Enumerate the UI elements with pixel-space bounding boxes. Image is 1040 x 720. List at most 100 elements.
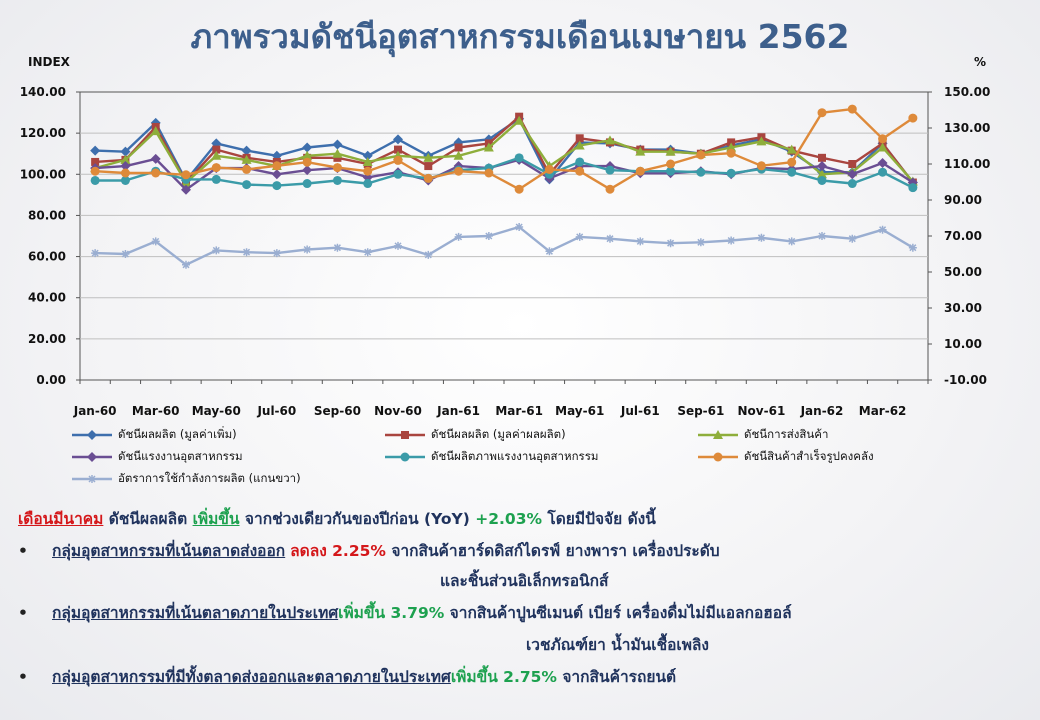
data-point-mpi_gross_output [848,160,857,168]
y-right-tick-label: 110.00 [944,157,990,171]
data-point-labor_productivity [666,166,676,176]
data-point-shipment [423,152,434,162]
legend-item-inventory: ดัชนีสินค้าสำเร็จรูปคงคลัง [698,448,874,466]
data-point-mpi_gross_output [333,153,342,162]
bullet-3: • กลุ่มอุตสาหกรรมที่มีทั้งตลาดส่งออกและตล… [18,668,677,686]
data-point-capacity_utilization [91,249,100,258]
data-point-inventory [605,184,615,194]
bullet-2-detail2: เวชภัณฑ์ยา น้ำมันเชื้อเพลิง [526,636,709,654]
legend-label: ดัชนีผลผลิต (มูลค่าเพิ่ม) [118,427,237,441]
data-point-inventory [242,164,252,174]
series-line-inventory [95,107,914,191]
y-left-tick-label: 0.00 [36,373,66,387]
y-left-tick-label: 140.00 [20,85,66,99]
data-point-mpi_gross_output [424,162,433,171]
data-point-labor_productivity [817,175,827,185]
data-point-mpi_gross_output [454,143,463,152]
data-point-labor_productivity [272,181,282,191]
bullet-1: • กลุ่มอุตสาหกรรมที่เน้นตลาดส่งออก ลดลง 2… [18,542,720,560]
legend-swatch [72,475,112,483]
data-point-inventory [726,148,736,158]
data-point-shipment [726,142,737,152]
slide-title: ภาพรวมดัชนีอุตสาหกรรมเดือนเมษายน 2562 [190,17,850,56]
data-point-capacity_utilization [394,241,402,250]
data-point-inventory [454,166,464,176]
series-line-shipment [94,119,914,184]
data-point-shipment [453,150,464,160]
data-point-inventory [635,166,645,176]
intro-text1: ดัชนีผลผลิต [103,510,193,528]
data-point-shipment [605,135,615,145]
bullet-1-detail2: และชิ้นส่วนอิเล็กทรอนิกส์ [440,572,609,590]
bullet-3-detail: จากสินค้ารถยนต์ [556,668,677,686]
data-point-shipment [332,148,343,158]
legend-swatch [385,431,425,439]
data-point-inventory [908,113,918,123]
data-point-inventory [878,134,888,144]
data-point-shipment [211,150,222,160]
legend-item-mpi_gross_output: ดัชนีผลผลิต (มูลค่าผลผลิต) [385,426,566,444]
data-point-labor [271,169,282,180]
x-tick-label: Nov-60 [374,404,422,418]
data-point-capacity_utilization [242,248,251,257]
data-point-inventory [787,157,797,167]
data-point-capacity_utilization [303,245,312,254]
legend-label: ดัชนีผลิตภาพแรงงานอุตสาหกรรม [431,449,599,463]
data-point-capacity_utilization [727,236,736,245]
series-line-mpi_gross_output [95,115,914,184]
data-point-mpi_gross_output [212,145,221,154]
legend-swatch [72,430,112,440]
data-point-labor_productivity [211,174,221,184]
data-point-labor_productivity [696,167,706,177]
x-tick-label: Jan-61 [436,404,480,418]
data-point-inventory [120,168,130,178]
x-tick-label: Jan-60 [73,404,117,418]
bullet-2-change: เพิ่มขึ้น 3.79% [338,604,445,622]
data-point-labor_productivity [90,175,100,185]
y-right-tick-label: 90.00 [944,193,982,207]
bullet-3-group: กลุ่มอุตสาหกรรมที่มีทั้งตลาดส่งออกและตลา… [52,668,451,686]
data-point-labor_productivity [393,169,403,179]
legend-label: ดัชนีผลผลิต (มูลค่าผลผลิต) [431,427,566,441]
data-point-shipment [120,154,131,164]
line-chart: 0.00 20.00 40.00 60.00 80.00 100.00 120.00 140.… [20,85,991,418]
data-point-inventory [847,104,857,114]
data-point-capacity_utilization [908,243,917,252]
bullet-3-change: เพิ่มขึ้น 2.75% [450,668,557,686]
y-right-tick-label: 150.00 [944,85,990,99]
data-point-shipment [817,169,827,179]
data-point-labor_productivity [605,165,615,175]
x-tick-label: Jul-60 [256,404,296,418]
intro-line: เดือนมีนาคม ดัชนีผลผลิต เพิ่มขึ้น จากช่ว… [18,506,656,531]
intro-value: +2.03% [475,510,543,528]
data-point-shipment [483,142,494,152]
data-point-capacity_utilization [636,237,645,246]
data-point-capacity_utilization [182,260,190,269]
data-point-inventory [211,163,221,173]
legend-item-mpi_value_added: ดัชนีผลผลิต (มูลค่าเพิ่ม) [72,426,237,444]
data-point-inventory [666,159,676,169]
y-left-tick-label: 100.00 [20,167,66,181]
bullet-2-group: กลุ่มอุตสาหกรรมที่เน้นตลาดภายในประเทศ [52,604,339,622]
data-point-capacity_utilization [151,237,160,246]
data-point-inventory [756,161,766,171]
data-point-labor_productivity [908,183,918,193]
data-point-capacity_utilization [878,225,887,234]
data-point-labor_productivity [332,175,342,185]
data-point-shipment [241,154,252,164]
data-point-mpi_gross_output [91,157,100,166]
data-point-inventory [696,150,706,160]
data-point-labor [150,153,161,164]
legend-label: อัตราการใช้กำลังการผลิต (แกนขวา) [118,471,301,485]
data-point-labor [302,165,313,176]
data-point-shipment [665,146,676,156]
x-tick-label: Sep-60 [314,404,361,418]
data-point-inventory [514,184,524,194]
data-point-capacity_utilization [818,232,826,240]
data-point-inventory [90,166,100,176]
data-point-shipment [302,150,313,160]
x-tick-label: May-60 [192,404,241,418]
data-point-inventory [272,161,282,171]
data-point-inventory [363,166,373,176]
data-point-labor_productivity [726,168,736,178]
